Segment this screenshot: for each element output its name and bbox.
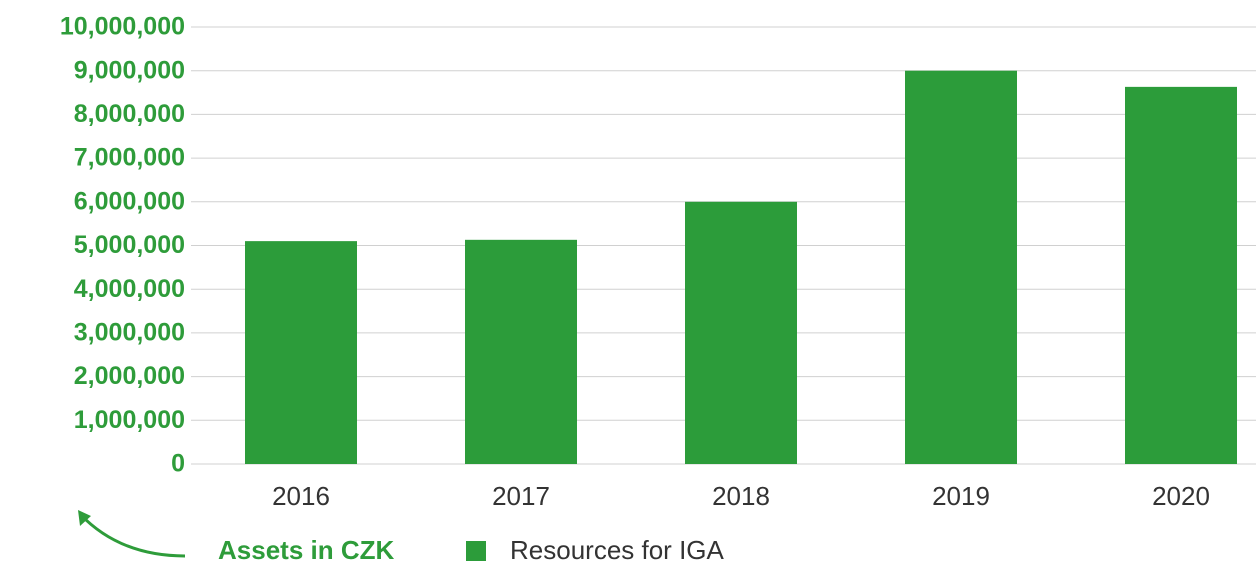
y-tick-label: 2,000,000 <box>74 362 185 390</box>
arrow-head <box>78 510 91 526</box>
bar <box>685 201 797 465</box>
y-tick-label: 9,000,000 <box>74 56 185 84</box>
bar <box>465 239 577 464</box>
x-tick-label: 2018 <box>712 481 770 511</box>
y-tick-label: 7,000,000 <box>74 144 185 172</box>
x-tick-label: 2020 <box>1152 481 1210 511</box>
y-tick-label: 8,000,000 <box>74 100 185 128</box>
y-tick-label: 4,000,000 <box>74 275 185 303</box>
y-tick-label: 1,000,000 <box>74 406 185 434</box>
bar <box>1125 86 1237 464</box>
y-tick-label: 6,000,000 <box>74 187 185 215</box>
bar <box>905 70 1017 464</box>
legend-label: Resources for IGA <box>510 535 725 564</box>
y-axis-label: Assets in CZK <box>218 535 394 564</box>
y-tick-label: 3,000,000 <box>74 319 185 347</box>
y-tick-label: 5,000,000 <box>74 231 185 259</box>
bar <box>245 241 357 464</box>
y-tick-label: 10,000,000 <box>60 13 185 41</box>
x-tick-label: 2017 <box>492 481 550 511</box>
x-tick-label: 2019 <box>932 481 990 511</box>
arrow <box>78 512 186 558</box>
legend-swatch <box>466 541 486 561</box>
y-tick-label: 0 <box>171 450 185 478</box>
x-tick-label: 2016 <box>272 481 330 511</box>
